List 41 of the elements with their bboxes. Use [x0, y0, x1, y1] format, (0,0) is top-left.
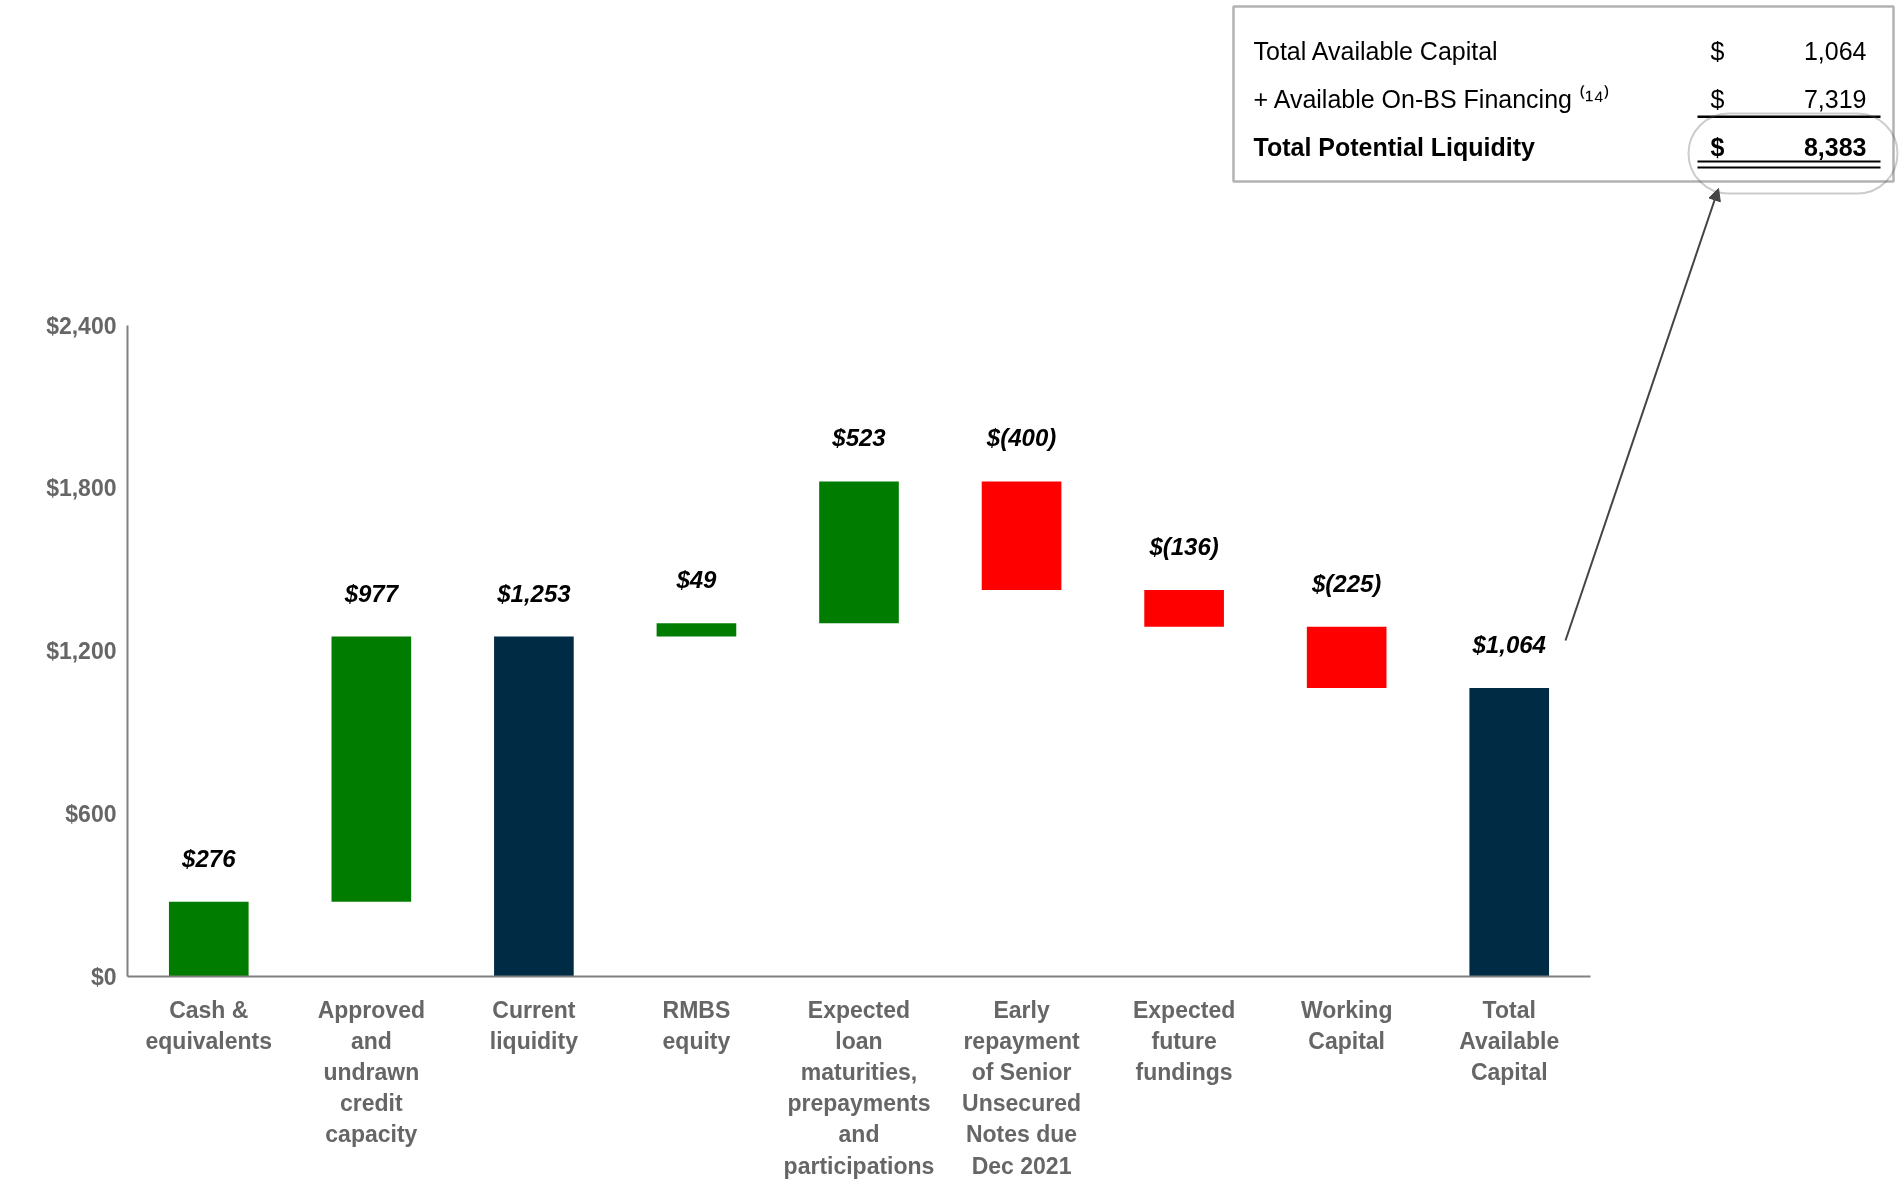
y-tick-label: $1,200 [46, 638, 117, 664]
bar [1306, 626, 1387, 688]
data-label: $1,253 [496, 579, 572, 607]
text: Total Available Capital [1253, 36, 1498, 65]
text: 1,064 [1803, 36, 1867, 65]
bar [656, 623, 737, 637]
bar [981, 481, 1062, 590]
bar [494, 636, 574, 977]
y-tick-label: $2,400 [46, 312, 117, 339]
data-label: $977 [343, 579, 400, 607]
text: $ [1710, 132, 1725, 161]
x-tick-label: Approved and undrawn credit capacity [317, 996, 426, 1148]
data-label: $49 [675, 566, 718, 594]
bar [1469, 687, 1550, 977]
x-tick-label: Current liquidity [489, 996, 579, 1054]
x-tick-label: Working Capital [1300, 996, 1393, 1054]
text: 8,383 [1803, 132, 1867, 161]
text: + Available On-BS Financing ⁽¹⁴⁾ [1253, 84, 1610, 113]
bar [331, 636, 412, 902]
y-tick-label: $600 [65, 800, 117, 827]
x-tick-label: Expected future fundings [1132, 996, 1236, 1085]
y-tick-label: $1,800 [46, 475, 117, 502]
x-tick-label: Early repayment of Senior Unsecured Notes due Dec 2021 [962, 996, 1081, 1179]
bar [168, 901, 249, 977]
text: Total Potential Liquidity [1253, 132, 1536, 161]
x-tick-label: Total Available Capital [1459, 996, 1560, 1085]
data-label: $(225) [1310, 569, 1382, 597]
text: $ [1710, 84, 1725, 113]
data-label: $276 [181, 844, 237, 872]
data-label: $523 [831, 424, 887, 452]
x-tick-label: RMBS equity [662, 996, 731, 1054]
x-tick-label: Cash & equivalents [145, 996, 273, 1054]
x-tick-label: Expected loan maturities, prepayments and participations [783, 996, 935, 1179]
y-tick-label: $0 [90, 963, 117, 990]
bar [1144, 589, 1224, 627]
data-label: $(136) [1148, 532, 1219, 560]
bar [819, 481, 899, 624]
data-label: $(400) [985, 424, 1057, 452]
text: $ [1710, 36, 1725, 65]
text: 7,319 [1803, 84, 1867, 113]
data-label: $1,064 [1471, 630, 1546, 658]
